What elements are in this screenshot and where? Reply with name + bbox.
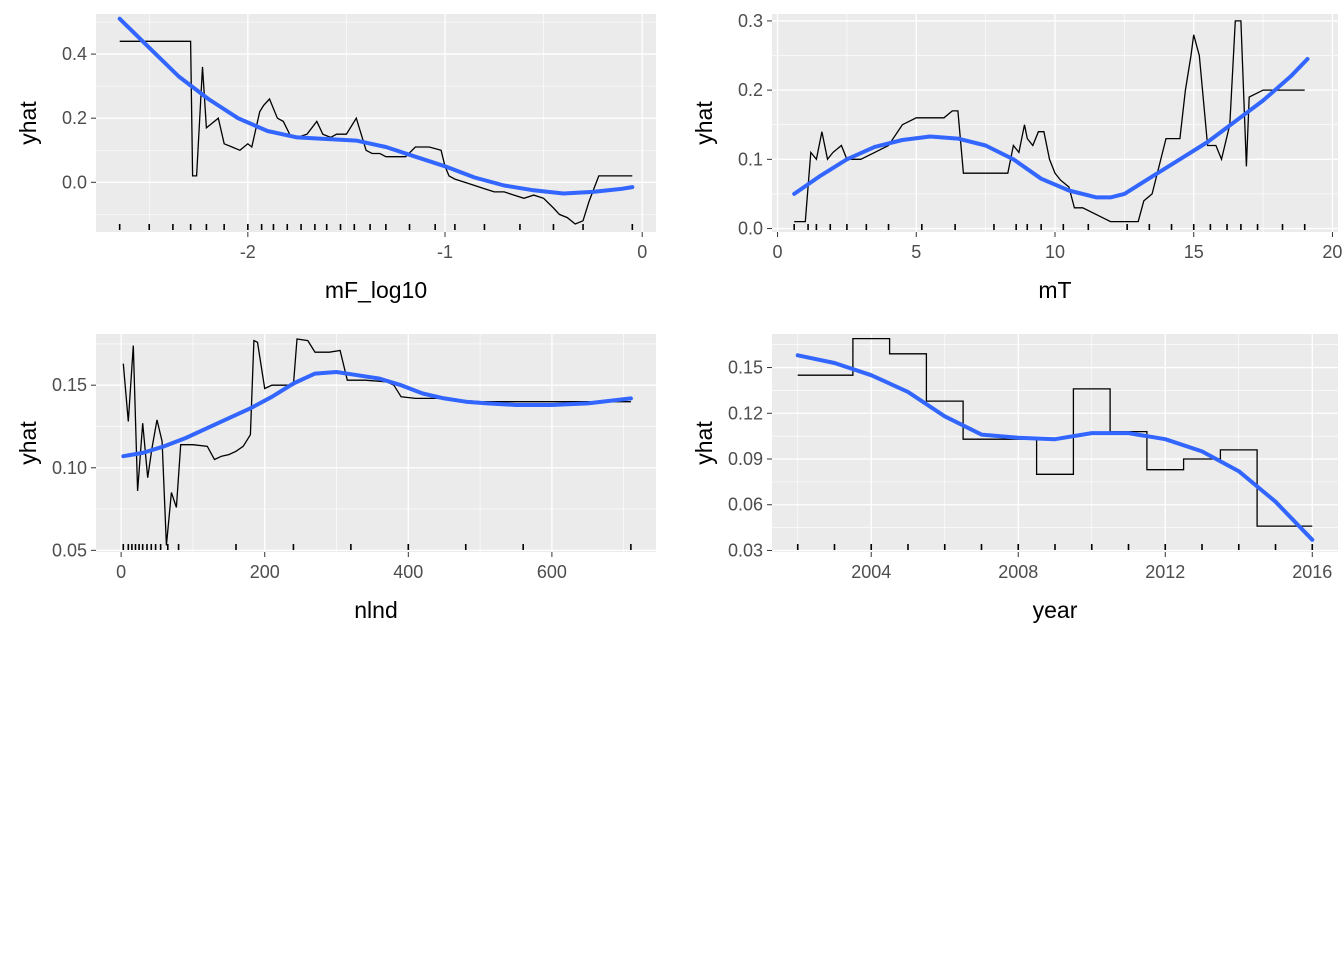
y-tick-label: 0.15	[52, 375, 87, 395]
plot-background	[96, 14, 656, 232]
x-tick-label: 2012	[1145, 562, 1185, 582]
y-tick-label: 0.2	[738, 80, 763, 100]
partial-dependence-line	[119, 40, 633, 225]
x-axis-title: year	[1033, 597, 1078, 623]
x-tick-label: -1	[437, 242, 453, 262]
y-tick-label: 0.12	[728, 403, 763, 423]
chart-panel-3: 0 200 400 600 0.05 0.10 0.15 nlnd yhat	[15, 334, 656, 623]
x-axis-title: nlnd	[354, 597, 397, 623]
chart-panel-2: 0 5 10 15 20 0.0 0.1 0.2 0.3 mT yhat	[691, 11, 1342, 303]
y-axis-title: yhat	[691, 421, 717, 465]
x-tick-label: 5	[911, 242, 921, 262]
x-tick-label: 0	[116, 562, 126, 582]
x-axis-title: mF_log10	[325, 277, 427, 303]
x-tick-label: 15	[1184, 242, 1204, 262]
x-tick-label: 600	[537, 562, 567, 582]
x-tick-label: 200	[250, 562, 280, 582]
y-tick-label: 0.06	[728, 495, 763, 515]
y-axis-title: yhat	[691, 101, 717, 145]
x-tick-label: -2	[240, 242, 256, 262]
x-tick-label: 0	[773, 242, 783, 262]
plot-background	[772, 334, 1338, 552]
y-tick-label: 0.4	[62, 44, 87, 64]
smooth-trend-line	[795, 353, 1315, 542]
partial-dependence-line	[794, 20, 1305, 223]
y-tick-label: 0.0	[738, 219, 763, 239]
x-tick-label: 400	[393, 562, 423, 582]
y-tick-label: 0.2	[62, 108, 87, 128]
x-tick-label: 2004	[851, 562, 891, 582]
y-tick-label: 0.3	[738, 11, 763, 31]
y-tick-label: 0.10	[52, 458, 87, 478]
partial-dependence-line	[797, 337, 1313, 527]
smooth-trend-line	[792, 57, 1310, 200]
y-tick-label: 0.0	[62, 172, 87, 192]
chart-panel-1: -2 -1 0 0.0 0.2 0.4 mF_log10 yhat	[15, 14, 656, 303]
y-tick-label: 0.09	[728, 449, 763, 469]
y-tick-label: 0.1	[738, 149, 763, 169]
y-axis-title: yhat	[15, 421, 41, 465]
x-tick-label: 2016	[1292, 562, 1332, 582]
x-axis-title: mT	[1038, 277, 1071, 303]
x-tick-label: 10	[1045, 242, 1065, 262]
x-tick-label: 0	[637, 242, 647, 262]
smooth-trend-line	[117, 16, 635, 196]
y-tick-label: 0.03	[728, 540, 763, 560]
chart-panel-4: 2004 2008 2012 2016 0.03 0.06 0.09 0.12 0.15 year…	[691, 334, 1338, 623]
smooth-trend-line	[121, 370, 633, 459]
y-tick-label: 0.05	[52, 540, 87, 560]
x-tick-label: 20	[1322, 242, 1342, 262]
plot-background	[96, 334, 656, 552]
x-tick-label: 2008	[998, 562, 1038, 582]
y-tick-label: 0.15	[728, 358, 763, 378]
y-axis-title: yhat	[15, 101, 41, 145]
